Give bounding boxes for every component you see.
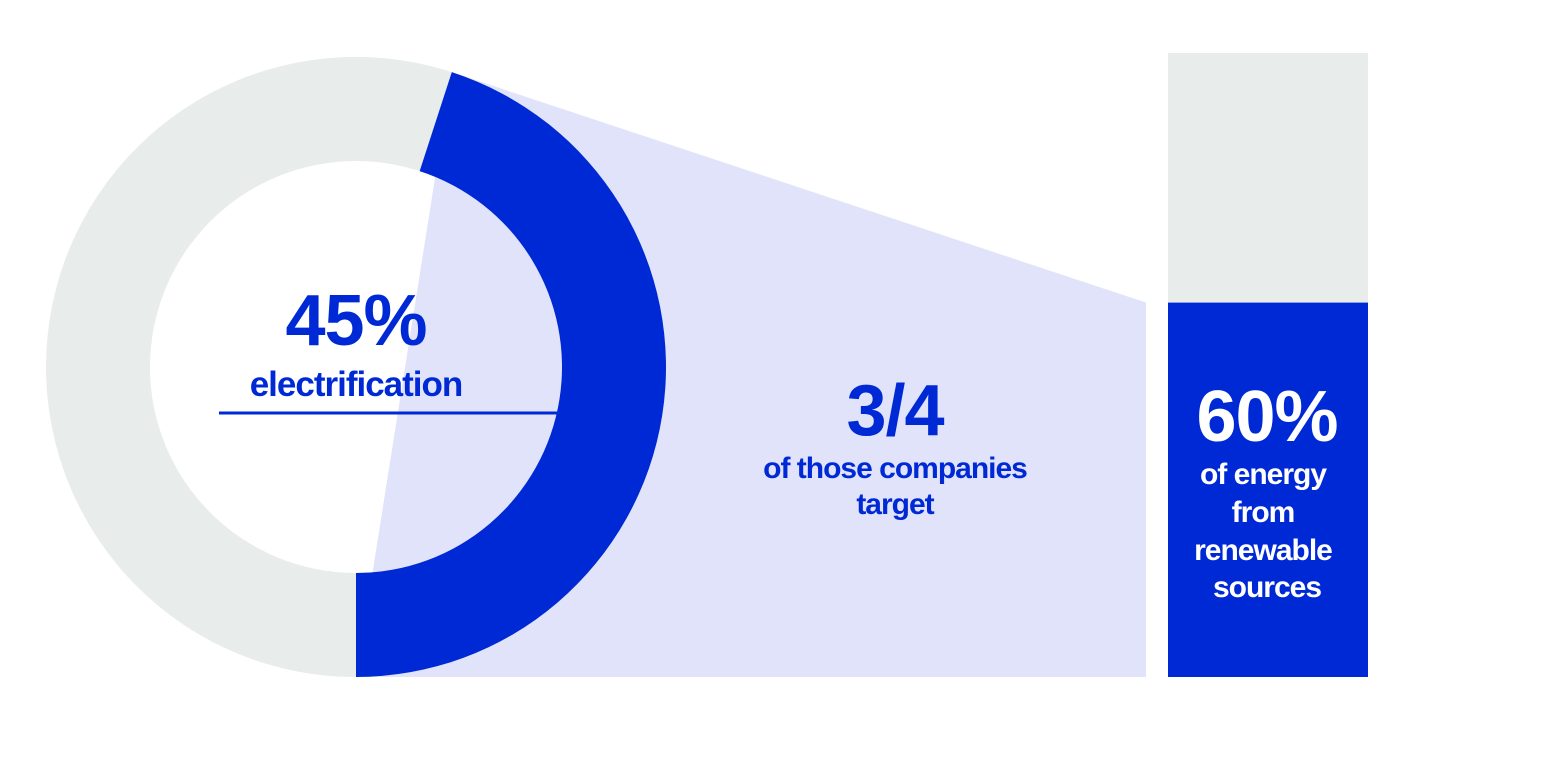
funnel-label-line-1: of those companies bbox=[763, 452, 1027, 485]
funnel-headline: 3/4 bbox=[846, 371, 944, 451]
bar-segment-remaining bbox=[1168, 53, 1368, 303]
bar-segment-renewable bbox=[1168, 302, 1368, 677]
bar-label-line-1: of energy bbox=[1200, 458, 1327, 491]
funnel-label-line-2: target bbox=[856, 488, 934, 521]
donut-label: electrification bbox=[250, 365, 463, 404]
donut-headline: 45% bbox=[285, 281, 426, 361]
bar-headline: 60% bbox=[1196, 377, 1337, 457]
bar-label-line-2: from bbox=[1232, 496, 1295, 529]
chart-marks bbox=[45, 53, 1368, 678]
bar-label-line-4: sources bbox=[1213, 571, 1321, 604]
donut-slice-electrification bbox=[356, 72, 666, 677]
bar-label-line-3: renewable bbox=[1194, 534, 1332, 567]
